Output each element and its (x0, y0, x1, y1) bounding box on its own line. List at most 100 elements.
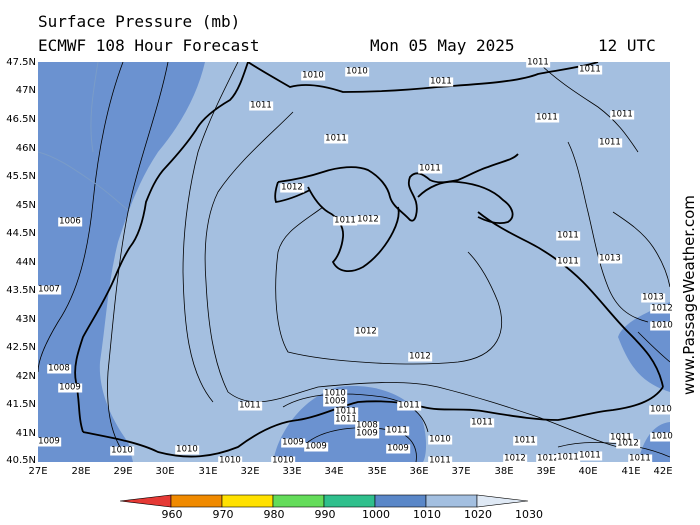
isobar-label: 1009 (37, 436, 61, 447)
isobar-label: 1010 (271, 455, 295, 466)
lat-label: 41N (15, 428, 36, 439)
isobar-label: 1010 (650, 431, 674, 442)
isobar-label: 1009 (281, 437, 305, 448)
isobar-label: 1013 (641, 292, 665, 303)
lat-label: 42N (15, 371, 36, 382)
colorbar-label: 1020 (464, 508, 492, 521)
colorbar-swatch (272, 494, 325, 508)
isobar-label: 1012 (356, 214, 380, 225)
colorbar-label: 1000 (362, 508, 390, 521)
lat-label: 44.5N (6, 228, 36, 239)
isobar-label: 1012 (408, 351, 432, 362)
isobar-label: 1011 (334, 406, 358, 417)
isobar-label: 1008 (47, 363, 71, 374)
colorbar-label: 990 (314, 508, 336, 521)
isobar-label: 1009 (355, 428, 379, 439)
colorbar-swatch (120, 494, 172, 508)
isobar-label: 1011 (428, 455, 452, 466)
isobar-label: 1010 (428, 434, 452, 445)
lon-label: 41E (621, 466, 641, 477)
band-1000-1010-west (38, 62, 205, 462)
isobar-label: 1011 (238, 400, 262, 411)
colorbar-label: 1010 (413, 508, 441, 521)
colorbar-label: 1030 (515, 508, 543, 521)
isobar-label: 1011 (556, 452, 580, 463)
lat-label: 44N (15, 257, 36, 268)
lon-label: 28E (71, 466, 91, 477)
isobar-label: 1012 (616, 438, 640, 449)
isobar-label: 1010 (218, 455, 242, 466)
pressure-colorbar (120, 494, 529, 508)
isobar-label: 1011 (418, 163, 442, 174)
lon-label: 40E (578, 466, 598, 477)
isobar-label: 1011 (598, 137, 622, 148)
isobar-label: 1011 (578, 450, 602, 461)
lat-label: 47N (15, 85, 36, 96)
colorbar-swatch (425, 494, 478, 508)
lon-label: 36E (409, 466, 429, 477)
isobar-label: 1010 (323, 388, 347, 399)
isobar-label: 1007 (37, 284, 61, 295)
watermark: www.PassageWeather.com (680, 195, 698, 395)
isobar-label: 1009 (58, 382, 82, 393)
isobar-label: 1010 (345, 66, 369, 77)
isobar-label: 1011 (526, 57, 550, 68)
lat-label: 43N (15, 314, 36, 325)
lon-label: 35E (367, 466, 387, 477)
isobar-label: 1011 (333, 215, 357, 226)
lon-label: 29E (113, 466, 133, 477)
band-1000-1010-east-2 (638, 422, 670, 462)
isobar-label: 1010 (175, 444, 199, 455)
isobar-label: 1011 (556, 230, 580, 241)
isobar-label: 1012 (536, 453, 560, 464)
isobar-label: 1011 (385, 425, 409, 436)
lat-label: 45.5N (6, 171, 36, 182)
lat-label: 46.5N (6, 114, 36, 125)
lat-label: 46N (15, 143, 36, 154)
isobar-label: 1010 (650, 320, 674, 331)
isobar-label: 1011 (535, 112, 559, 123)
lon-label: 34E (324, 466, 344, 477)
lat-label: 43.5N (6, 285, 36, 296)
lon-label: 38E (494, 466, 514, 477)
isobar-label: 1012 (650, 303, 674, 314)
lon-label: 37E (451, 466, 471, 477)
isobar-label: 1011 (610, 109, 634, 120)
colorbar-swatch (221, 494, 274, 508)
colorbar-swatch (476, 494, 529, 508)
lon-label: 39E (536, 466, 556, 477)
isobar-label: 1010 (649, 404, 673, 415)
isobar-label: 1011 (578, 64, 602, 75)
isobar-label: 1009 (304, 441, 328, 452)
chart-title: Surface Pressure (mb) (38, 12, 241, 31)
forecast-time: 12 UTC (598, 36, 656, 55)
lat-label: 40.5N (6, 455, 36, 466)
isobar-label: 1008 (355, 420, 379, 431)
isobar-label: 1013 (598, 253, 622, 264)
lon-label: 27E (28, 466, 48, 477)
colorbar-label: 960 (161, 508, 183, 521)
lat-label: 42.5N (6, 342, 36, 353)
colorbar-label: 980 (263, 508, 285, 521)
isobar-label: 1011 (628, 453, 652, 464)
isobar-label: 1011 (513, 435, 537, 446)
isobar-label: 1012 (354, 326, 378, 337)
lat-label: 47.5N (6, 57, 36, 68)
colorbar-swatch (170, 494, 223, 508)
forecast-date: Mon 05 May 2025 (370, 36, 515, 55)
isobar-label: 1009 (323, 396, 347, 407)
colorbar-swatch (374, 494, 427, 508)
isobar-label: 1011 (429, 76, 453, 87)
rivers (38, 62, 129, 211)
isobar-label: 1011 (249, 100, 273, 111)
lon-label: 31E (198, 466, 218, 477)
isobar-label: 1011 (470, 417, 494, 428)
isobar-label: 1010 (110, 445, 134, 456)
isobar-label: 1012 (503, 453, 527, 464)
isobar-label: 1011 (556, 256, 580, 267)
colorbar-label: 970 (212, 508, 234, 521)
lon-label: 33E (282, 466, 302, 477)
coastlines (74, 62, 664, 458)
lat-label: 45N (15, 200, 36, 211)
lon-label: 32E (240, 466, 260, 477)
